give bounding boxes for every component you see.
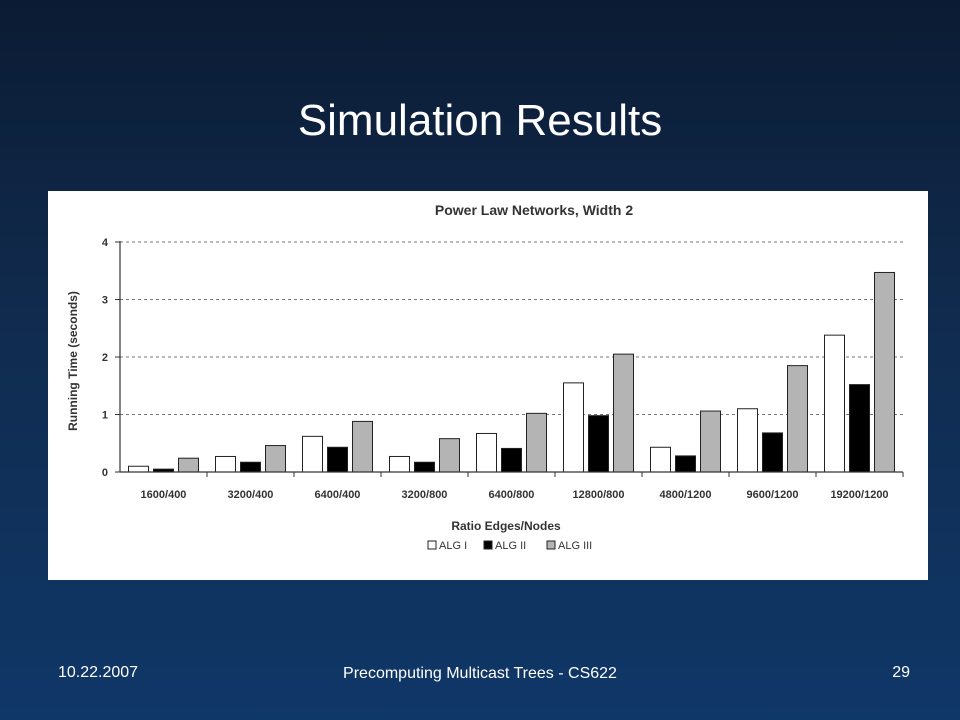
bar <box>849 384 870 473</box>
bar <box>762 432 783 473</box>
y-tick-label: 3 <box>102 295 108 307</box>
legend-swatch <box>427 540 437 550</box>
bar <box>265 445 286 473</box>
bar <box>588 415 609 473</box>
bar <box>650 446 671 473</box>
legend-swatch <box>546 540 556 550</box>
x-axis-label: Ratio Edges/Nodes <box>451 519 561 533</box>
x-tick-label: 3200/800 <box>402 489 448 501</box>
bar <box>874 271 895 473</box>
bar <box>240 461 261 473</box>
x-tick-label: 3200/400 <box>228 489 274 501</box>
bar <box>389 455 410 473</box>
bar-chart: Power Law Networks, Width 2 Running Time… <box>66 202 904 552</box>
bar <box>824 334 845 473</box>
bars <box>128 271 895 473</box>
gridlines <box>120 241 903 415</box>
x-tick-label: 19200/1200 <box>830 489 888 501</box>
legend-swatch <box>483 540 493 550</box>
bar <box>787 365 808 473</box>
y-tick-label: 2 <box>102 352 108 364</box>
bar <box>526 412 547 473</box>
bar <box>501 447 522 473</box>
x-tick-label: 6400/800 <box>489 489 535 501</box>
x-tick-label: 9600/1200 <box>747 489 799 501</box>
bar <box>215 455 236 473</box>
bar <box>302 435 323 473</box>
legend-label: ALG I <box>439 540 467 552</box>
legend-label: ALG II <box>495 540 526 552</box>
footer-date: 10.22.2007 <box>58 664 139 681</box>
bar <box>476 432 497 473</box>
axes: 0 1 2 3 4 1600/400 3200/400 6400/400 3200/800 640… <box>102 237 904 501</box>
x-tick-label: 12800/800 <box>573 489 625 501</box>
bar <box>414 461 435 473</box>
legend: ALG I ALG II ALG III <box>427 540 592 552</box>
bar <box>737 408 758 473</box>
bar <box>178 457 199 473</box>
slide-title: Simulation Results <box>297 96 663 145</box>
x-tick-label: 1600/400 <box>141 489 187 501</box>
bar <box>700 410 721 473</box>
x-tick-label: 4800/1200 <box>660 489 712 501</box>
y-tick-label: 0 <box>102 467 108 479</box>
chart-title: Power Law Networks, Width 2 <box>435 202 633 218</box>
footer-course-title: Precomputing Multicast Trees - CS622 <box>343 665 617 682</box>
y-axis-label: Running Time (seconds) <box>66 291 80 431</box>
page-number: 29 <box>892 664 910 681</box>
bar <box>352 420 373 473</box>
bar <box>439 438 460 473</box>
x-tick-label: 6400/400 <box>315 489 361 501</box>
y-tick-label: 1 <box>102 410 108 422</box>
bar <box>327 446 348 473</box>
chart-panel: Power Law Networks, Width 2 Running Time… <box>48 191 928 580</box>
y-tick-label: 4 <box>102 237 109 249</box>
bar <box>675 455 696 473</box>
legend-label: ALG III <box>558 540 592 552</box>
bar <box>563 382 584 473</box>
bar <box>128 465 149 473</box>
bar <box>613 353 634 473</box>
